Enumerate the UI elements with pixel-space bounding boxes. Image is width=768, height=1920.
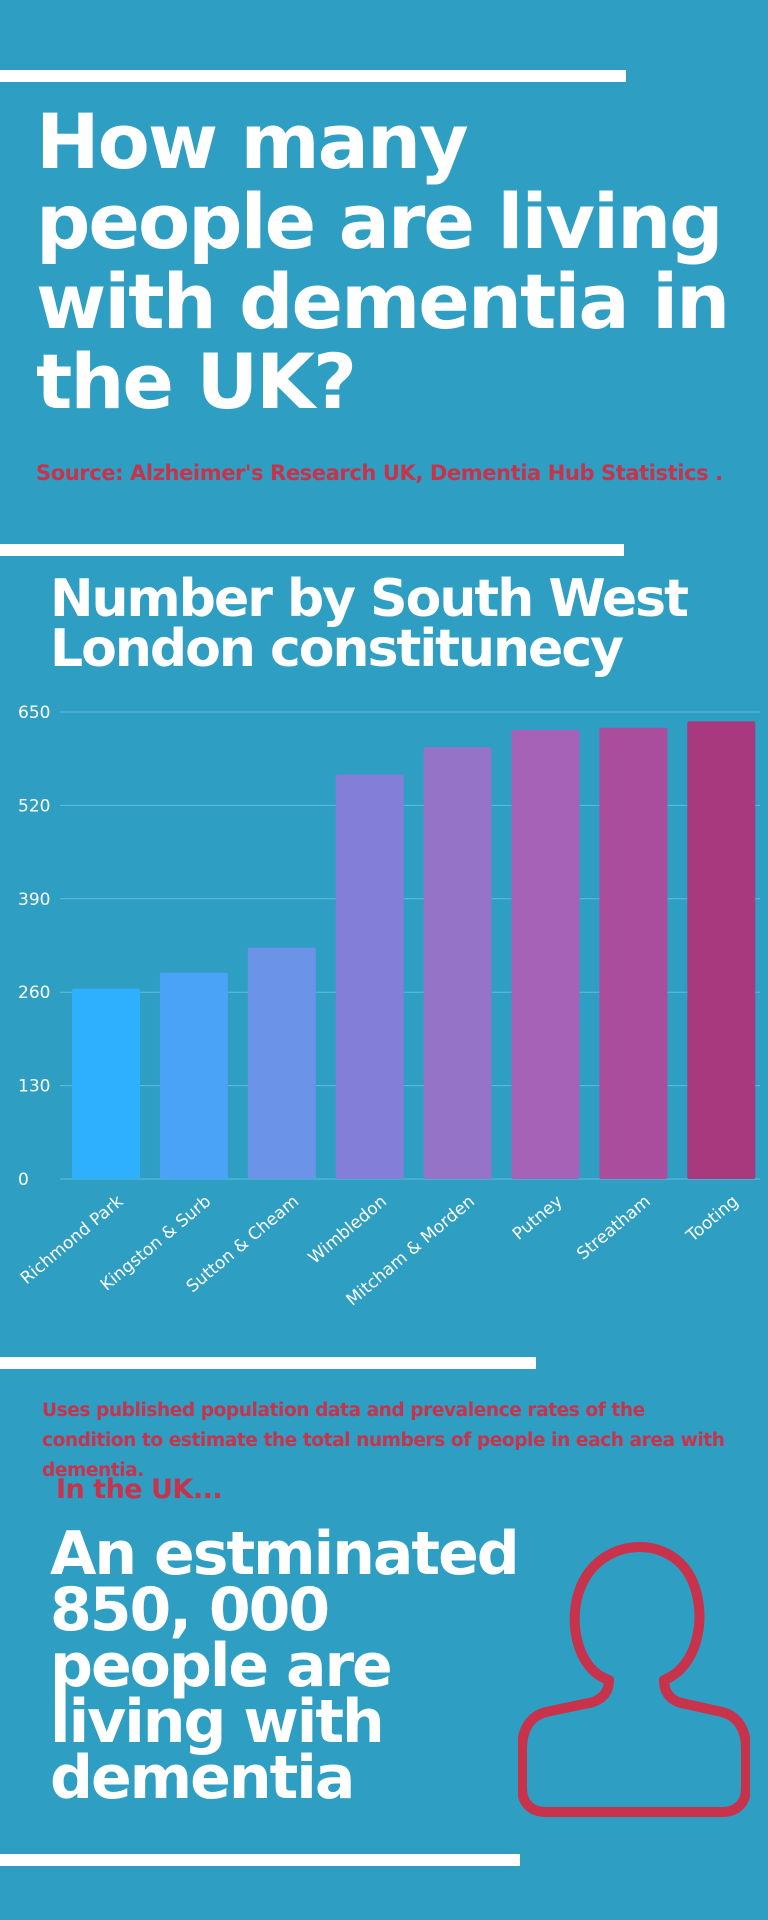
source-text: Source: Alzheimer's Research UK, Dementi… — [36, 461, 723, 485]
bar-tooting — [687, 721, 756, 1179]
bar-streatham — [599, 727, 668, 1179]
bar-wimbledon — [335, 774, 404, 1179]
x-tick-label: Putney — [509, 1192, 567, 1245]
bar-putney — [511, 729, 580, 1179]
middle-rule — [0, 1357, 536, 1369]
top-rule — [0, 70, 626, 82]
methodology-note: Uses published population data and preva… — [42, 1400, 725, 1481]
y-tick-label: 130 — [18, 1077, 50, 1097]
bar-sutton-cheam — [247, 947, 316, 1179]
y-tick-label: 0 — [18, 1170, 29, 1190]
y-tick-label: 390 — [18, 890, 50, 910]
x-tick-label: Wimbledon — [305, 1192, 391, 1269]
bar-richmond-park — [72, 988, 140, 1179]
chart-title: Number by South West London constitunecy — [50, 569, 689, 679]
page-title: How many people are living with dementia… — [36, 97, 730, 426]
y-tick-label: 260 — [18, 983, 50, 1003]
x-tick-label: Streatham — [573, 1192, 654, 1265]
person-outline-icon — [518, 1542, 750, 1817]
bar-mitcham-morden — [423, 747, 492, 1179]
bottom-rule — [0, 1854, 520, 1866]
headline-statistic: An estminated 850, 000 people are living… — [50, 1519, 520, 1813]
y-tick-label: 520 — [18, 796, 50, 816]
bar-kingston-surb — [159, 972, 228, 1179]
chart-top-rule — [0, 544, 624, 556]
bars — [72, 721, 756, 1179]
y-tick-label: 650 — [18, 703, 50, 723]
intro-label: In the UK... — [56, 1474, 223, 1505]
y-axis-ticks: 0 130 260 390 520 650 — [18, 703, 50, 1190]
x-tick-label: Tooting — [682, 1192, 743, 1247]
